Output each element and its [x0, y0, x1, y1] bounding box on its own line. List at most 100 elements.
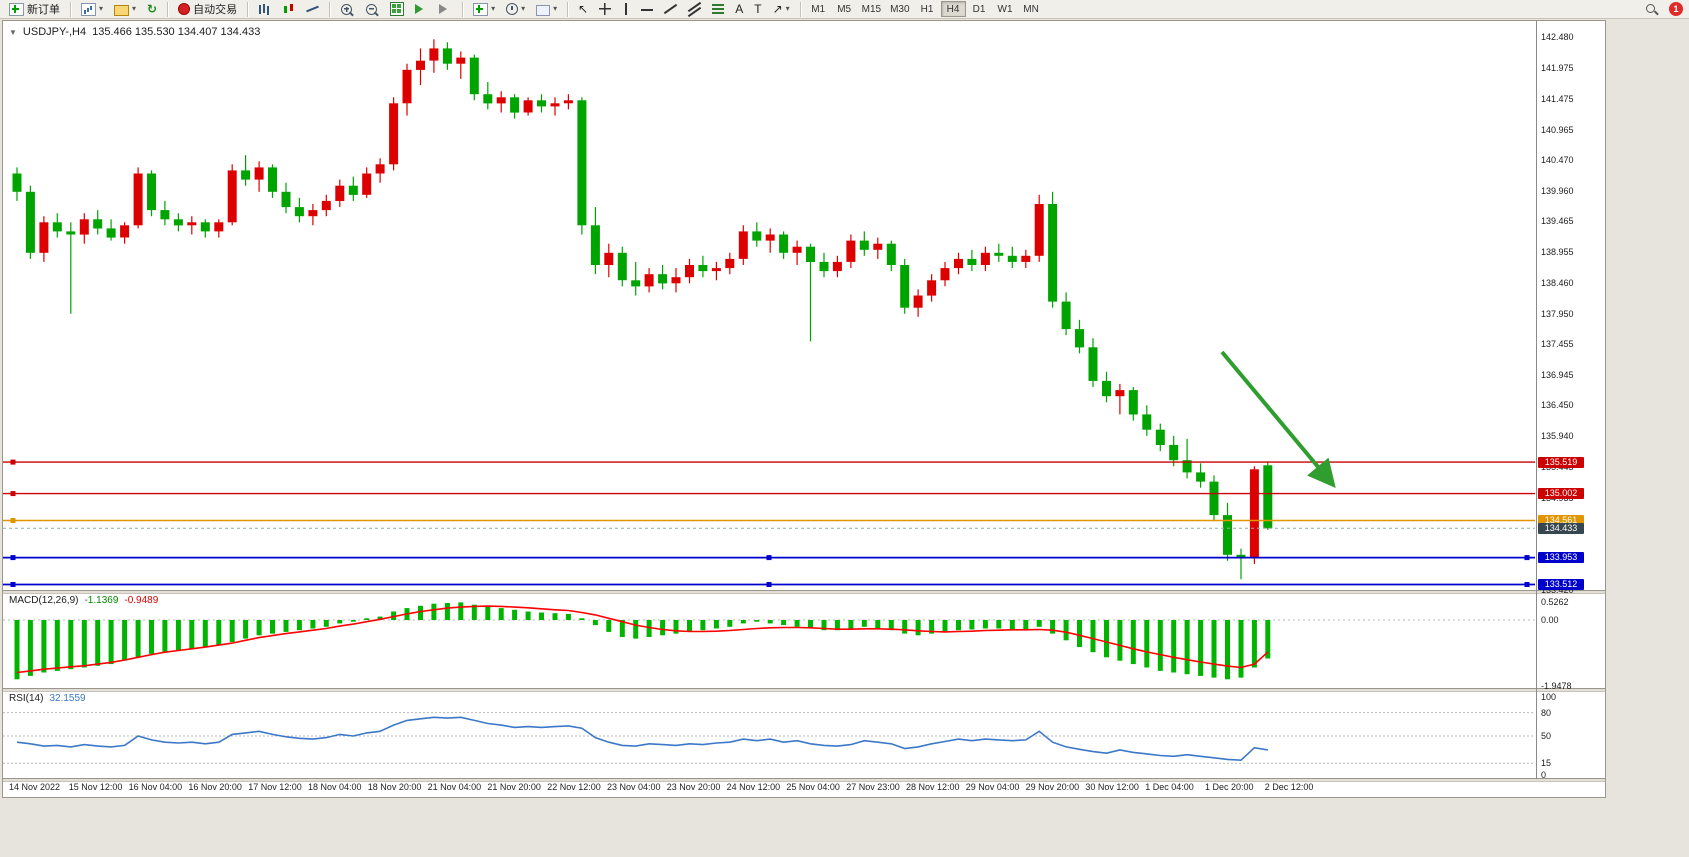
- macd-bar: [579, 618, 585, 620]
- trendline-tool-button[interactable]: [659, 1, 682, 18]
- refresh-icon: ↻: [147, 2, 158, 16]
- timeframe-button-mn[interactable]: MN: [1019, 1, 1044, 17]
- line-chart-button[interactable]: [301, 1, 324, 18]
- fibonacci-tool-button[interactable]: [707, 1, 729, 18]
- macd-bar: [1090, 620, 1096, 653]
- notification-badge[interactable]: 1: [1669, 2, 1683, 16]
- candle: [25, 185, 35, 259]
- timeframe-button-m30[interactable]: M30: [886, 1, 913, 17]
- horizontal-line[interactable]: [3, 555, 1535, 561]
- chart-shift-button[interactable]: [434, 1, 457, 18]
- line-handle[interactable]: [10, 491, 16, 497]
- bar-chart-button[interactable]: [253, 1, 276, 18]
- panel-separator[interactable]: [3, 590, 1605, 594]
- candle: [335, 179, 345, 208]
- zoom-out-button[interactable]: [360, 1, 384, 18]
- periods-button[interactable]: ▾: [501, 1, 530, 18]
- candle: [927, 274, 937, 302]
- new-order-button[interactable]: 新订单: [4, 1, 65, 18]
- new-chart-button[interactable]: ▾: [76, 1, 108, 18]
- panel-separator[interactable]: [3, 688, 1605, 692]
- candle: [93, 210, 103, 235]
- trend-arrow[interactable]: [1220, 350, 1336, 489]
- horizontal-line[interactable]: [3, 582, 1535, 587]
- chart-menu-arrow-icon[interactable]: ▼: [9, 27, 17, 37]
- crosshair-tool-button[interactable]: [594, 1, 616, 18]
- timeframe-button-m15[interactable]: M15: [858, 1, 885, 17]
- candle: [147, 170, 156, 217]
- tile-windows-button[interactable]: [385, 1, 409, 18]
- search-button[interactable]: [1640, 1, 1663, 18]
- current-price-badge: 134.433: [1538, 522, 1584, 534]
- horizontal-line-tool-button[interactable]: [636, 1, 658, 18]
- line-handle[interactable]: [1524, 555, 1530, 561]
- time-label: 23 Nov 20:00: [666, 782, 721, 792]
- line-handle[interactable]: [10, 555, 16, 561]
- candle: [1021, 249, 1031, 269]
- zoom-out-icon: [366, 3, 378, 15]
- text-tool-button[interactable]: A: [730, 1, 748, 18]
- vertical-line-icon: [622, 3, 630, 15]
- label-tool-button[interactable]: T: [749, 1, 766, 18]
- horizontal-line[interactable]: [3, 459, 1535, 465]
- price-axis-label: 133.420: [1541, 585, 1574, 596]
- macd-bar: [646, 620, 652, 637]
- dropdown-icon: ▾: [491, 4, 496, 13]
- auto-scroll-button[interactable]: [410, 1, 433, 18]
- time-label: 1 Dec 04:00: [1145, 782, 1194, 792]
- candle: [698, 255, 708, 278]
- candle: [375, 158, 385, 183]
- line-handle[interactable]: [10, 459, 16, 465]
- line-handle[interactable]: [10, 582, 16, 587]
- candle: [967, 249, 977, 272]
- arrows-tool-button[interactable]: ↗ ▾: [768, 1, 795, 18]
- macd-bar: [1211, 620, 1217, 678]
- zoom-in-button[interactable]: [335, 1, 359, 18]
- macd-bar: [1251, 620, 1257, 668]
- rsi-scale-label: 100: [1541, 692, 1557, 702]
- candle: [940, 261, 950, 287]
- price-axis-label: 138.955: [1541, 247, 1574, 258]
- cursor-tool-button[interactable]: ↖: [573, 1, 593, 18]
- channel-tool-button[interactable]: [683, 1, 706, 18]
- timeframe-button-h1[interactable]: H1: [915, 1, 940, 17]
- macd-scale-label: 0.00: [1541, 615, 1559, 625]
- refresh-button[interactable]: ↻: [142, 1, 162, 18]
- candle: [389, 97, 399, 171]
- horizontal-line[interactable]: [3, 518, 1535, 523]
- profiles-button[interactable]: ▾: [109, 1, 141, 18]
- templates-button[interactable]: ▾: [531, 1, 562, 18]
- autotrading-button[interactable]: 自动交易: [173, 1, 242, 18]
- indicators-button[interactable]: ▾: [468, 1, 500, 18]
- time-label: 21 Nov 20:00: [487, 782, 541, 792]
- vertical-line-tool-button[interactable]: [617, 1, 635, 18]
- horizontal-line[interactable]: [3, 491, 1535, 497]
- timeframe-button-m1[interactable]: M1: [806, 1, 831, 17]
- macd-scale-label: 0.5262: [1541, 597, 1569, 608]
- timeframe-button-h4[interactable]: H4: [940, 1, 966, 17]
- candle: [537, 94, 546, 113]
- candle: [886, 240, 896, 272]
- candle: [752, 222, 762, 247]
- macd-bar: [471, 604, 477, 620]
- candle: [792, 240, 802, 265]
- timeframe-button-d1[interactable]: D1: [967, 1, 992, 17]
- macd-bar: [1144, 620, 1150, 668]
- channel-icon: [688, 3, 701, 15]
- candle: [859, 231, 869, 256]
- candle: [523, 97, 533, 116]
- macd-bar: [834, 620, 840, 631]
- candle: [66, 222, 76, 314]
- candle: [1196, 463, 1206, 488]
- line-handle[interactable]: [766, 555, 772, 561]
- macd-bar: [95, 620, 101, 666]
- timeframe-button-m5[interactable]: M5: [832, 1, 857, 17]
- candlestick-chart-button[interactable]: [277, 1, 300, 18]
- timeframe-button-w1[interactable]: W1: [993, 1, 1018, 17]
- price-axis-label: 141.475: [1541, 93, 1574, 104]
- candle: [685, 258, 694, 284]
- line-handle[interactable]: [766, 582, 772, 587]
- macd-bar: [969, 620, 975, 630]
- line-handle[interactable]: [1524, 582, 1530, 587]
- line-handle[interactable]: [10, 518, 16, 523]
